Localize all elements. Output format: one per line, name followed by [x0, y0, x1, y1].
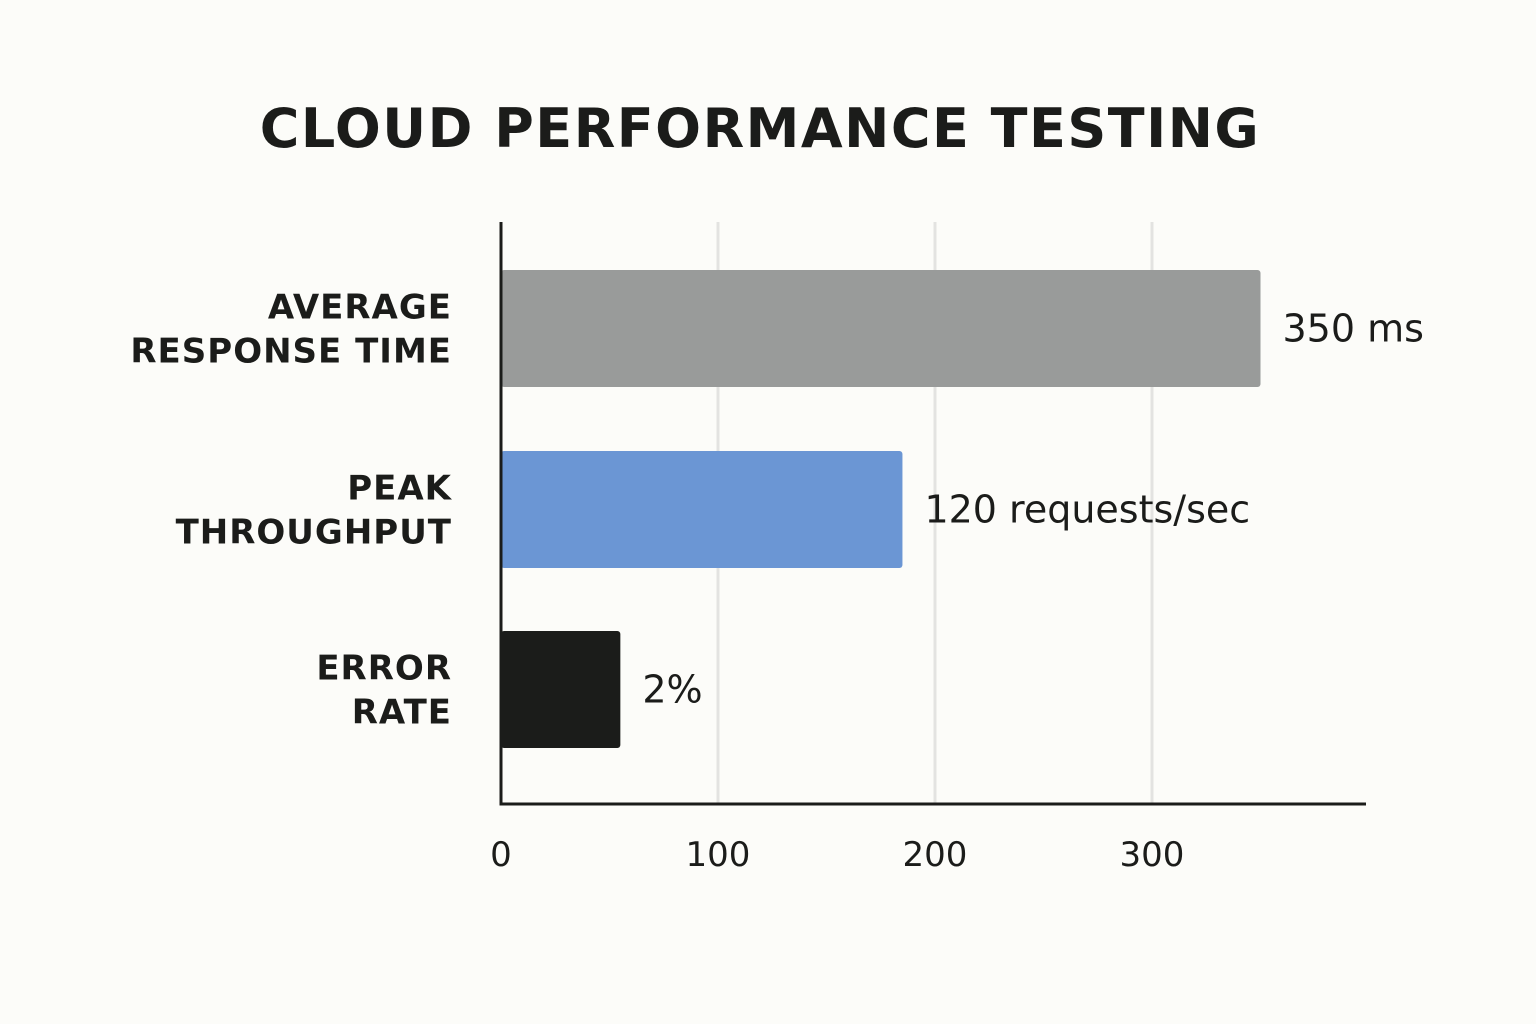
bar-average-response-time: [501, 270, 1261, 387]
x-tick-label-300: 300: [1120, 835, 1185, 875]
chart-title: CLOUD PERFORMANCE TESTING: [260, 97, 1261, 160]
category-labels: AVERAGE RESPONSE TIME PEAK THROUGHPUT ERROR R…: [130, 288, 453, 733]
tick-labels: 0 100 200 300: [490, 835, 1184, 875]
bar-error-rate: [501, 631, 621, 748]
axes: [499, 222, 1366, 806]
x-tick-label-100: 100: [686, 835, 751, 875]
category-label-average-response-time: AVERAGE RESPONSE TIME: [130, 288, 452, 372]
bars: [501, 270, 1261, 748]
value-label-peak-throughput: 120 requests/sec: [924, 488, 1250, 532]
value-label-average-response-time: 350 ms: [1283, 307, 1424, 351]
x-tick-label-200: 200: [903, 835, 968, 875]
category-label-error-rate: ERROR RATE: [316, 649, 452, 733]
value-labels: 350 ms 120 requests/sec 2%: [642, 307, 1424, 712]
value-label-error-rate: 2%: [642, 668, 702, 712]
x-tick-label-0: 0: [490, 835, 512, 875]
bar-peak-throughput: [501, 451, 903, 568]
category-label-peak-throughput: PEAK THROUGHPUT: [176, 469, 453, 553]
